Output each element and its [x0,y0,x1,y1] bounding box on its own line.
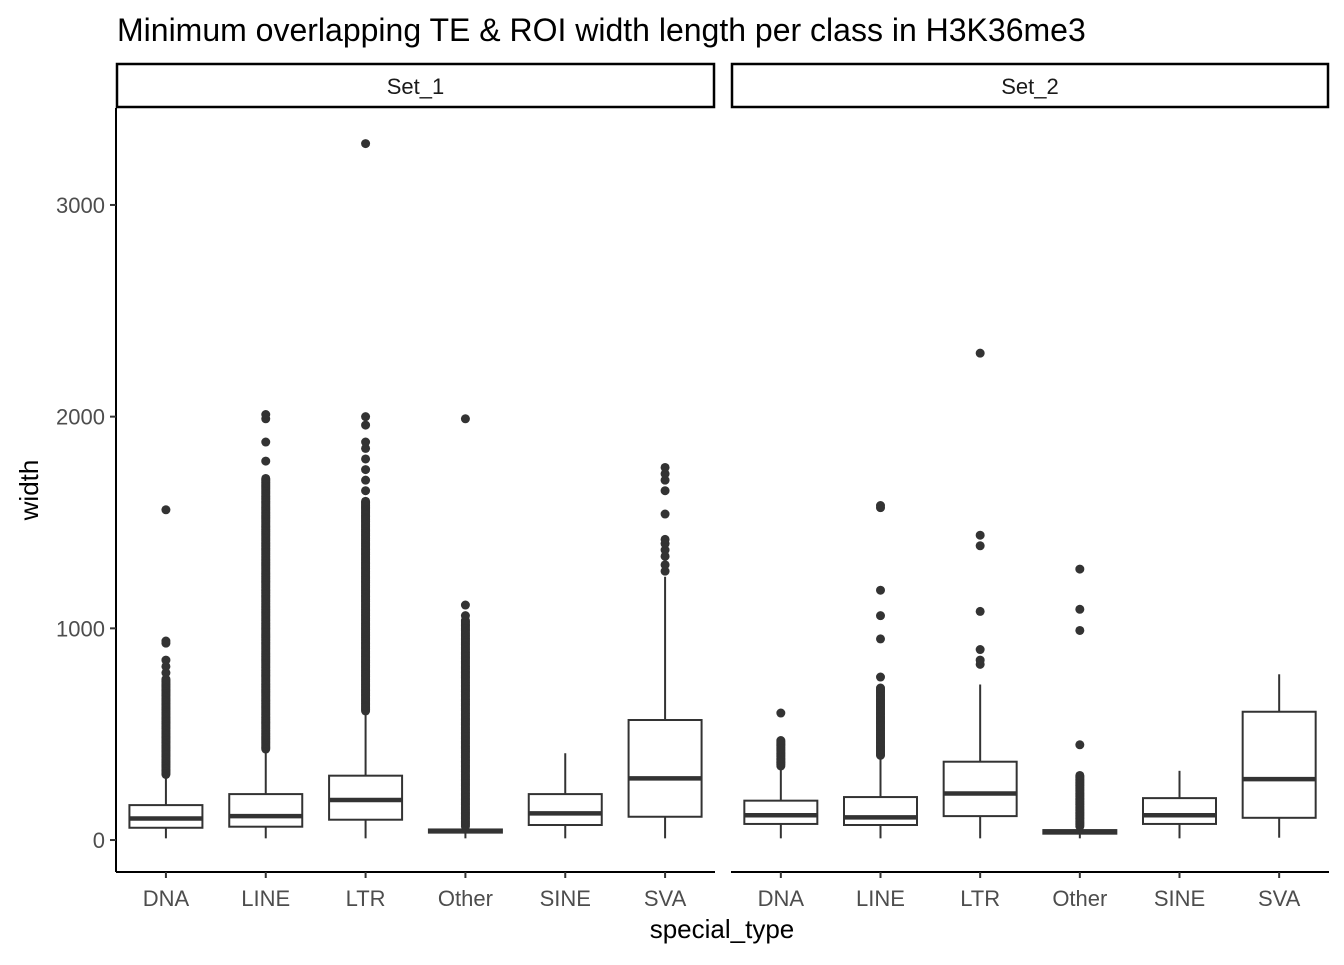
outlier-point [361,475,371,485]
outlier-point [975,645,985,655]
outlier-point [660,509,670,519]
chart-title: Minimum overlapping TE & ROI width lengt… [117,12,1086,48]
outlier-point [776,736,786,746]
x-tick-label: SINE [540,886,591,911]
outlier-point [161,661,171,671]
outlier-point [361,412,371,422]
x-tick-label: DNA [758,886,805,911]
outlier-point [460,600,470,610]
outlier-point [460,414,470,424]
outlier-point [161,505,171,515]
outlier-point [975,655,985,665]
box-Set_1-LINE [228,410,304,839]
outlier-point [261,456,271,466]
facet-strip-label: Set_1 [387,74,445,99]
box-Set_1-Other [427,414,503,839]
outlier-point [361,437,371,447]
x-tick-label: SVA [1258,886,1301,911]
outlier-point [261,437,271,447]
outlier-point [161,655,171,665]
outlier-point [361,443,371,453]
outlier-point [361,139,371,149]
box-Set_2-LTR [942,348,1018,839]
facet-strip [730,62,1330,109]
y-tick-label: 2000 [56,405,105,430]
outlier-point [975,348,985,358]
iqr-box [627,719,703,818]
y-tick-label: 3000 [56,193,105,218]
box-Set_1-DNA [128,505,204,839]
outlier-point [261,410,271,420]
outlier-point [161,636,171,646]
outlier-point [660,566,670,576]
outlier-point [876,611,885,621]
iqr-box [328,774,404,821]
y-axis-label: width [14,460,44,522]
x-tick-label: Other [1052,886,1107,911]
x-tick-label: DNA [143,886,190,911]
box-Set_1-LTR [328,139,404,839]
box-Set_2-LINE [843,501,918,839]
x-tick-label: LINE [241,886,290,911]
outlier-point [361,465,371,475]
outlier-point [975,541,985,551]
outlier-point [660,469,670,479]
x-axis-label: special_type [650,914,795,944]
y-tick-label: 1000 [56,616,105,641]
box-Set_2-Other [1042,564,1118,839]
facet-strip [115,62,716,109]
outlier-point [161,674,171,684]
outlier-point [361,486,371,496]
outlier-point [660,486,670,496]
outlier-point [1075,740,1085,750]
outlier-point [975,530,985,540]
outlier-point [161,668,171,678]
outlier-point [361,420,371,430]
outlier-point [1075,625,1085,635]
outlier-point [660,551,670,561]
outlier-point [361,496,371,506]
y-tick-label: 0 [93,828,105,853]
facet-panel-Set_2: Set_2 DNA LINE LTR Other SINE SVA [730,62,1330,911]
iqr-box [228,793,304,828]
iqr-box [843,796,918,827]
outlier-point [876,672,885,682]
facet-panel-Set_1: Set_1 0 1000 2000 3000 DNA LINE LTR Other SINE SVA [56,62,716,911]
outlier-point [1075,564,1085,574]
x-tick-label: Other [438,886,493,911]
iqr-box [1241,710,1317,819]
box-Set_1-SVA [627,462,703,839]
outlier-point [660,545,670,555]
outlier-point [261,473,271,483]
outlier-point [361,454,371,464]
outlier-point [1075,770,1085,780]
box-Set_2-SINE [1142,770,1217,839]
outlier-point [975,606,985,616]
iqr-box [942,760,1018,818]
outlier-point [460,611,470,621]
x-tick-label: LTR [960,886,1000,911]
outlier-point [876,585,885,595]
x-tick-label: SINE [1154,886,1205,911]
outlier-point [660,534,670,544]
iqr-box [743,799,819,825]
outlier-point [660,560,670,570]
outlier-point [876,634,885,644]
outlier-point [660,475,670,485]
x-tick-label: LINE [856,886,905,911]
box-Set_2-DNA [743,708,819,839]
box-Set_1-SINE [527,753,603,839]
outlier-point [660,462,670,472]
box-Set_2-SVA [1241,674,1317,838]
outlier-point [876,501,885,511]
outlier-point [876,683,885,693]
x-tick-label: SVA [644,886,687,911]
outlier-point [776,708,786,718]
x-tick-label: LTR [346,886,386,911]
facet-strip-label: Set_2 [1001,74,1059,99]
outlier-point [1075,604,1085,614]
iqr-box [527,793,603,827]
iqr-box [1142,797,1217,825]
